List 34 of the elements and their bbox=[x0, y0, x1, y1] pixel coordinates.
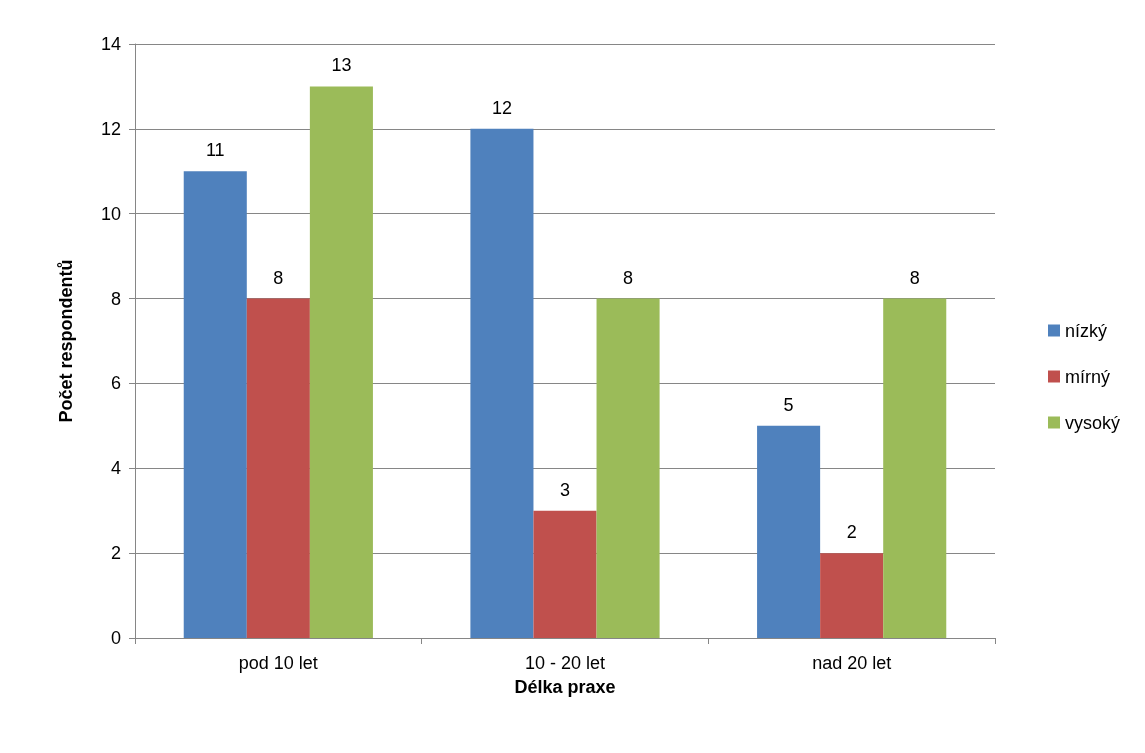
y-tick-label: 6 bbox=[110, 373, 121, 394]
bar bbox=[470, 128, 534, 638]
data-label: 8 bbox=[273, 267, 284, 288]
y-tick-label: 12 bbox=[100, 118, 121, 139]
x-tick-label: nad 20 let bbox=[812, 653, 892, 673]
y-tick-label: 0 bbox=[110, 628, 121, 648]
x-tick-label: pod 10 let bbox=[238, 653, 318, 673]
bar bbox=[820, 553, 884, 638]
bar bbox=[183, 171, 247, 638]
bar bbox=[596, 298, 660, 638]
data-label: 5 bbox=[783, 394, 794, 415]
bar bbox=[309, 86, 373, 638]
data-label: 12 bbox=[491, 97, 512, 118]
data-label: 8 bbox=[623, 267, 634, 288]
bar bbox=[757, 425, 821, 638]
y-tick-label: 14 bbox=[100, 34, 121, 54]
legend-label: vysoký bbox=[1064, 412, 1120, 433]
data-label: 3 bbox=[559, 479, 571, 500]
y-tick-label: 2 bbox=[110, 543, 121, 564]
data-label: 2 bbox=[846, 522, 857, 543]
y-axis-title: Počet respondentů bbox=[56, 259, 76, 423]
legend-label: nízký bbox=[1064, 320, 1107, 341]
data-label: 8 bbox=[909, 267, 920, 288]
bar bbox=[883, 298, 947, 638]
y-tick-label: 10 bbox=[100, 203, 121, 224]
x-axis-title: Délka praxe bbox=[514, 677, 616, 697]
data-label: 13 bbox=[331, 55, 352, 76]
x-tick-label: 10 - 20 let bbox=[524, 653, 606, 673]
y-tick-label: 4 bbox=[110, 458, 121, 479]
legend-label: mírný bbox=[1064, 366, 1110, 387]
data-label: 11 bbox=[205, 140, 225, 161]
bar bbox=[533, 510, 597, 638]
y-tick-label: 8 bbox=[110, 288, 121, 309]
bar bbox=[246, 298, 310, 638]
